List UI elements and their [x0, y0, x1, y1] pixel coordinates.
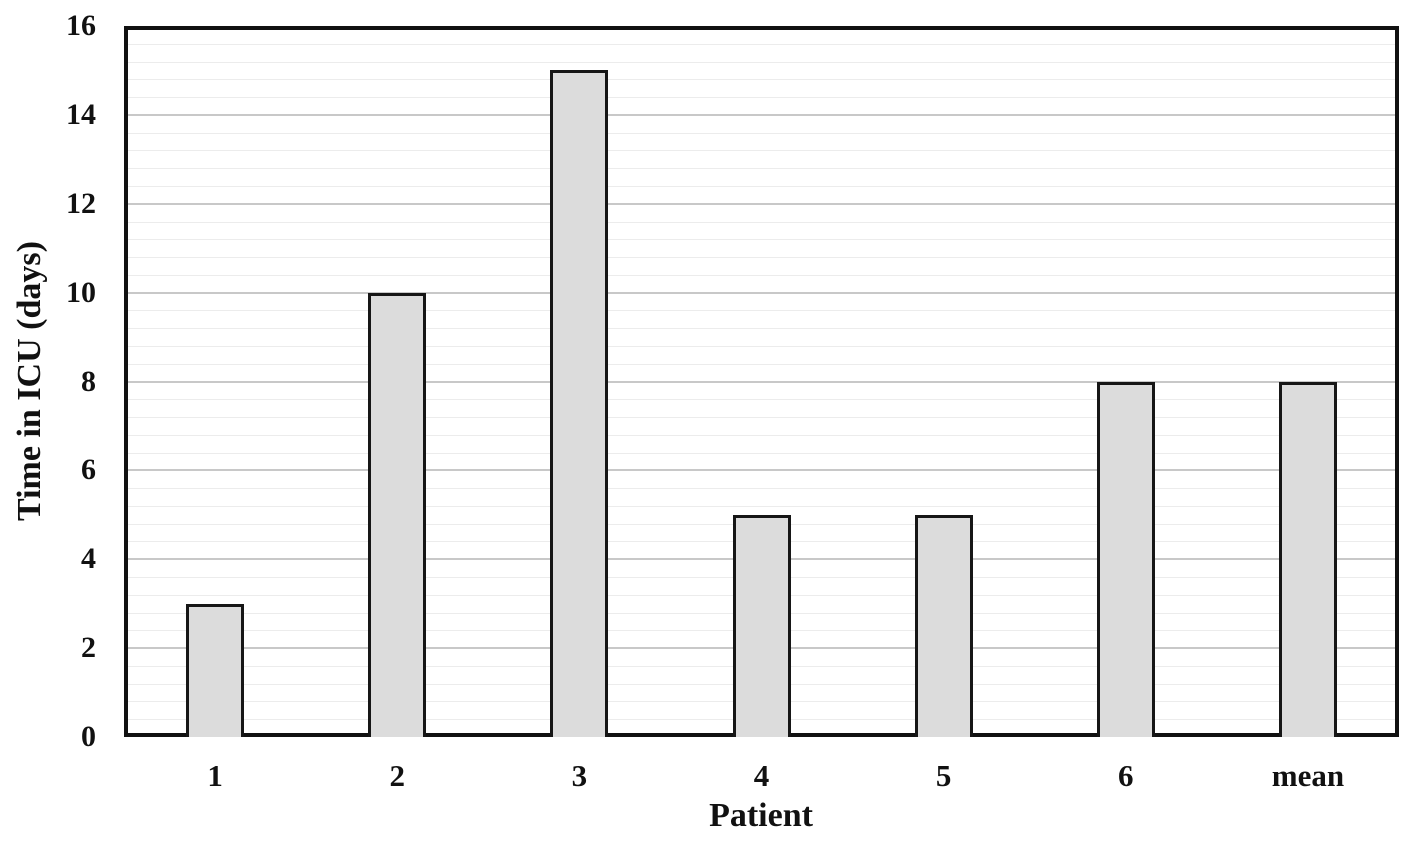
- y-tick-label: 6: [81, 453, 96, 487]
- minor-gridline: [128, 185, 1395, 187]
- x-tick-label: 4: [753, 758, 770, 793]
- bar-patient-6: [1096, 381, 1155, 737]
- minor-gridline: [128, 488, 1395, 490]
- minor-gridline: [128, 61, 1395, 63]
- minor-gridline: [128, 363, 1395, 365]
- x-axis-title: Patient: [709, 797, 813, 834]
- minor-gridline: [128, 43, 1395, 45]
- major-gridline: [128, 291, 1395, 294]
- bar-patient-3: [550, 70, 609, 737]
- minor-gridline: [128, 97, 1395, 99]
- minor-gridline: [128, 434, 1395, 436]
- y-tick-label: 4: [81, 542, 96, 576]
- bar-patient-5: [914, 514, 973, 737]
- plot-area: [124, 26, 1399, 737]
- minor-gridline: [128, 328, 1395, 330]
- y-tick-label: 0: [81, 720, 96, 753]
- major-gridline: [128, 202, 1395, 205]
- minor-gridline: [128, 310, 1395, 312]
- bar-patient-2: [368, 292, 427, 737]
- x-tick-label: 5: [935, 758, 952, 793]
- bar-patient-mean: [1278, 381, 1337, 737]
- x-tick-label: 3: [571, 758, 588, 793]
- minor-gridline: [128, 221, 1395, 223]
- y-tick-label: 10: [66, 275, 96, 309]
- bar-patient-1: [186, 603, 245, 737]
- y-tick-label: 16: [66, 9, 96, 42]
- minor-gridline: [128, 417, 1395, 419]
- minor-gridline: [128, 168, 1395, 170]
- y-tick-label: 8: [81, 364, 96, 398]
- minor-gridline: [128, 505, 1395, 507]
- minor-gridline: [128, 452, 1395, 454]
- major-gridline: [128, 380, 1395, 383]
- y-tick-label: 2: [81, 631, 96, 665]
- major-gridline: [128, 469, 1395, 472]
- minor-gridline: [128, 399, 1395, 401]
- minor-gridline: [128, 79, 1395, 81]
- minor-gridline: [128, 132, 1395, 134]
- y-tick-label: 12: [66, 186, 96, 220]
- x-tick-label: mean: [1271, 758, 1345, 793]
- bar-patient-4: [732, 514, 791, 737]
- minor-gridline: [128, 345, 1395, 347]
- minor-gridline: [128, 257, 1395, 259]
- y-tick-label: 14: [66, 97, 96, 131]
- minor-gridline: [128, 150, 1395, 152]
- minor-gridline: [128, 239, 1395, 241]
- x-tick-label: 2: [389, 758, 405, 793]
- minor-gridline: [128, 274, 1395, 276]
- major-gridline: [128, 113, 1395, 116]
- x-tick-label: 1: [207, 758, 223, 793]
- x-tick-label: 6: [1118, 758, 1134, 793]
